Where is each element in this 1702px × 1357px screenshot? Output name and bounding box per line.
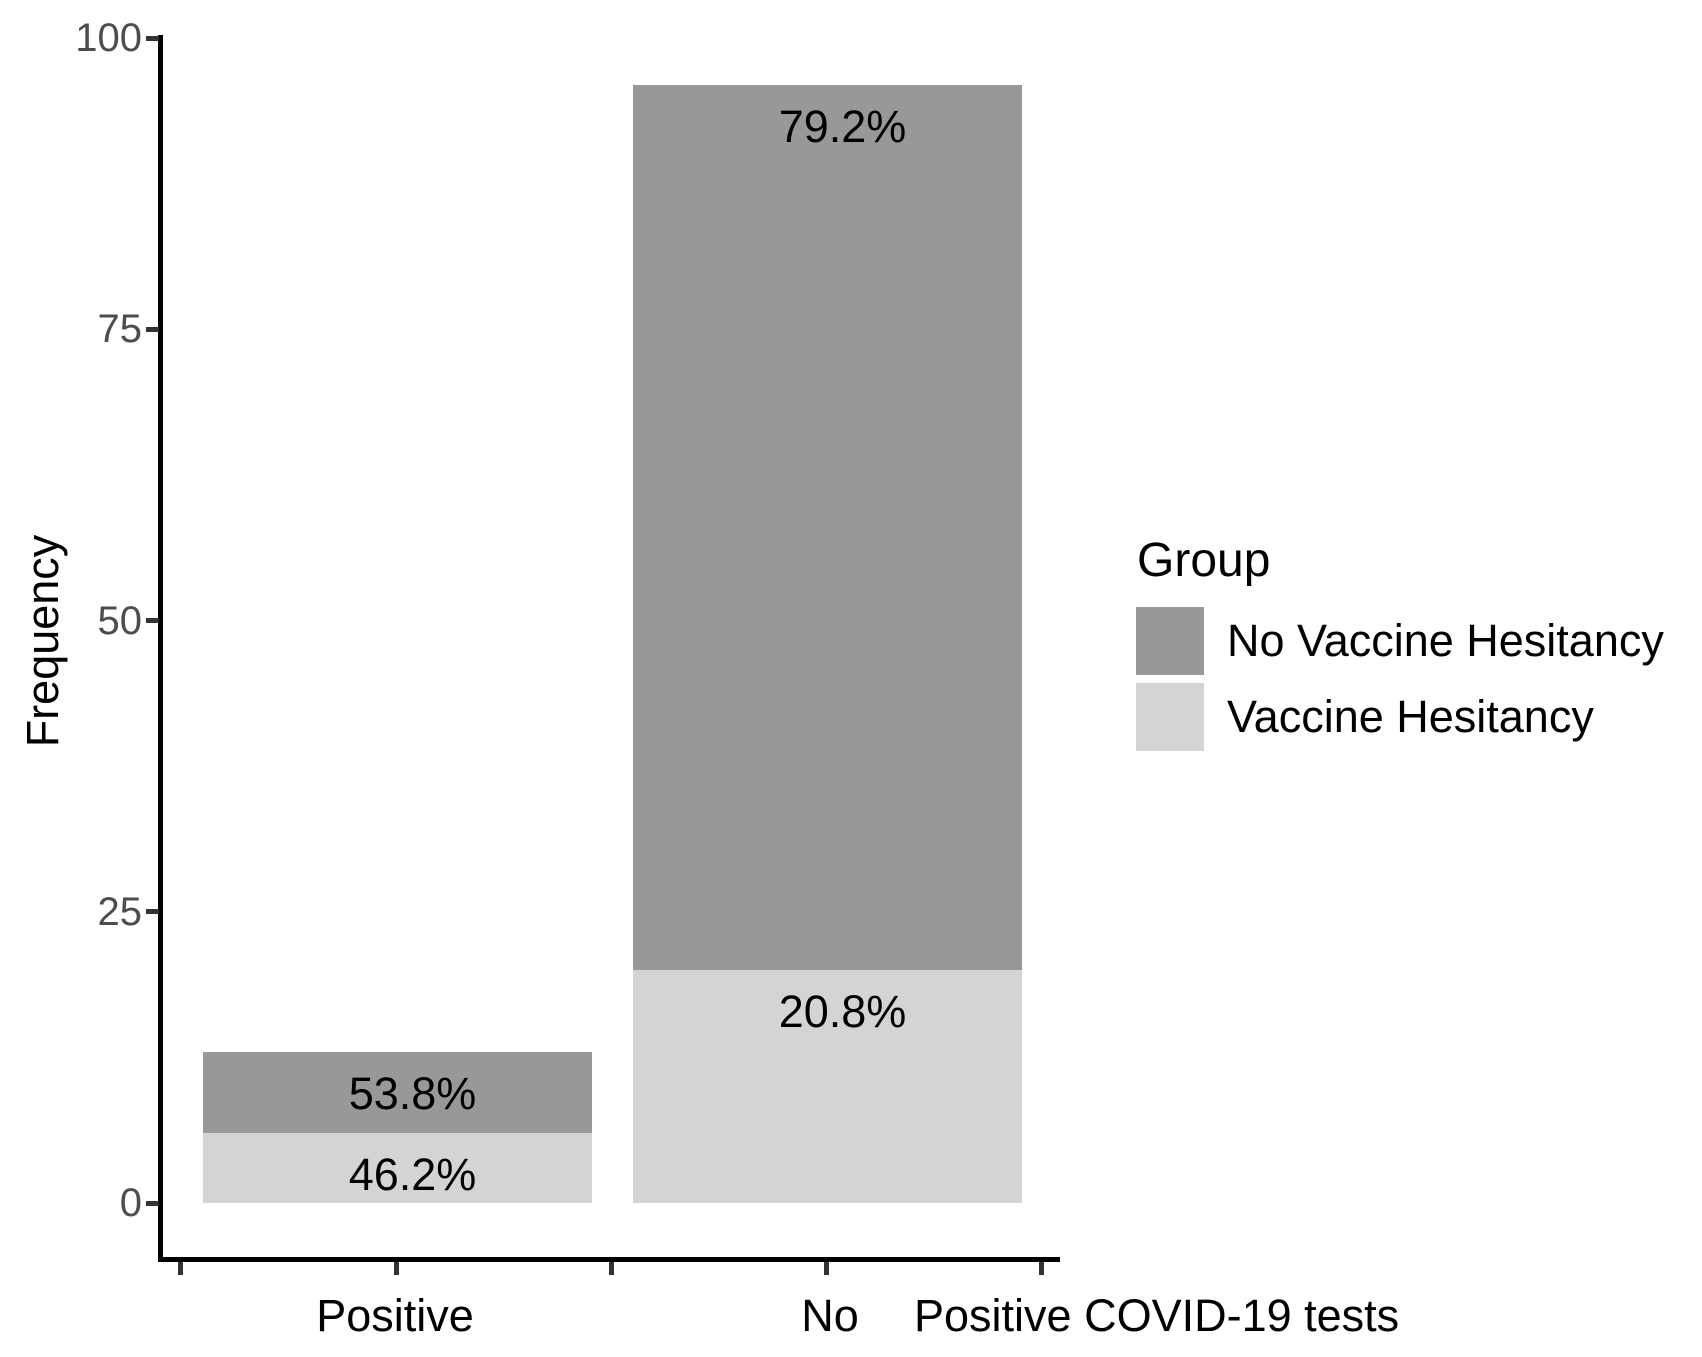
legend-label-vaccine-hesitancy: Vaccine Hesitancy bbox=[1227, 691, 1594, 742]
x-axis-line bbox=[158, 1257, 1060, 1262]
legend-swatch-vaccine-hesitancy bbox=[1136, 683, 1204, 751]
bar-segment-label: 79.2% bbox=[778, 100, 907, 152]
y-tick-label: 100 bbox=[75, 16, 142, 60]
x-axis-title: Positive COVID-19 tests bbox=[914, 1290, 1400, 1341]
y-tick-mark bbox=[146, 35, 159, 41]
x-tick-mark bbox=[823, 1262, 829, 1275]
bar-segment bbox=[203, 1051, 592, 1134]
bar-segment-label: 53.8% bbox=[348, 1067, 477, 1119]
x-tick-label-positive: Positive bbox=[316, 1290, 474, 1341]
bar-segment-label: 46.2% bbox=[348, 1149, 477, 1201]
x-tick-mark bbox=[393, 1262, 399, 1275]
x-tick-mark bbox=[608, 1262, 614, 1275]
y-tick-mark bbox=[146, 909, 159, 915]
bar-segment-label: 20.8% bbox=[778, 986, 907, 1037]
legend-swatch-no-vaccine-hesitancy bbox=[1136, 607, 1204, 675]
y-tick-label: 0 bbox=[119, 1181, 142, 1225]
legend-title: Group bbox=[1137, 534, 1271, 587]
x-tick-mark bbox=[177, 1262, 183, 1275]
bar-segment bbox=[203, 1133, 592, 1203]
y-tick-label: 75 bbox=[97, 307, 143, 352]
y-axis-line bbox=[158, 35, 163, 1262]
bar-segment bbox=[633, 84, 1022, 970]
y-tick-mark bbox=[146, 1200, 159, 1206]
bar-segment bbox=[633, 970, 1022, 1203]
y-tick-mark bbox=[146, 326, 159, 332]
y-tick-label: 50 bbox=[97, 598, 143, 643]
x-tick-mark bbox=[1038, 1262, 1044, 1275]
y-tick-label: 25 bbox=[97, 889, 143, 934]
x-tick-label-no: No bbox=[801, 1290, 859, 1341]
y-tick-mark bbox=[146, 618, 159, 623]
legend-label-no-vaccine-hesitancy: No Vaccine Hesitancy bbox=[1227, 615, 1664, 666]
